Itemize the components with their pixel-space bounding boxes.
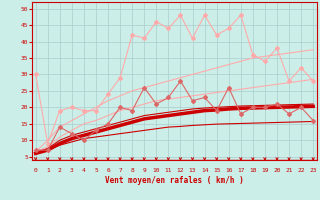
X-axis label: Vent moyen/en rafales ( km/h ): Vent moyen/en rafales ( km/h ) (105, 176, 244, 185)
